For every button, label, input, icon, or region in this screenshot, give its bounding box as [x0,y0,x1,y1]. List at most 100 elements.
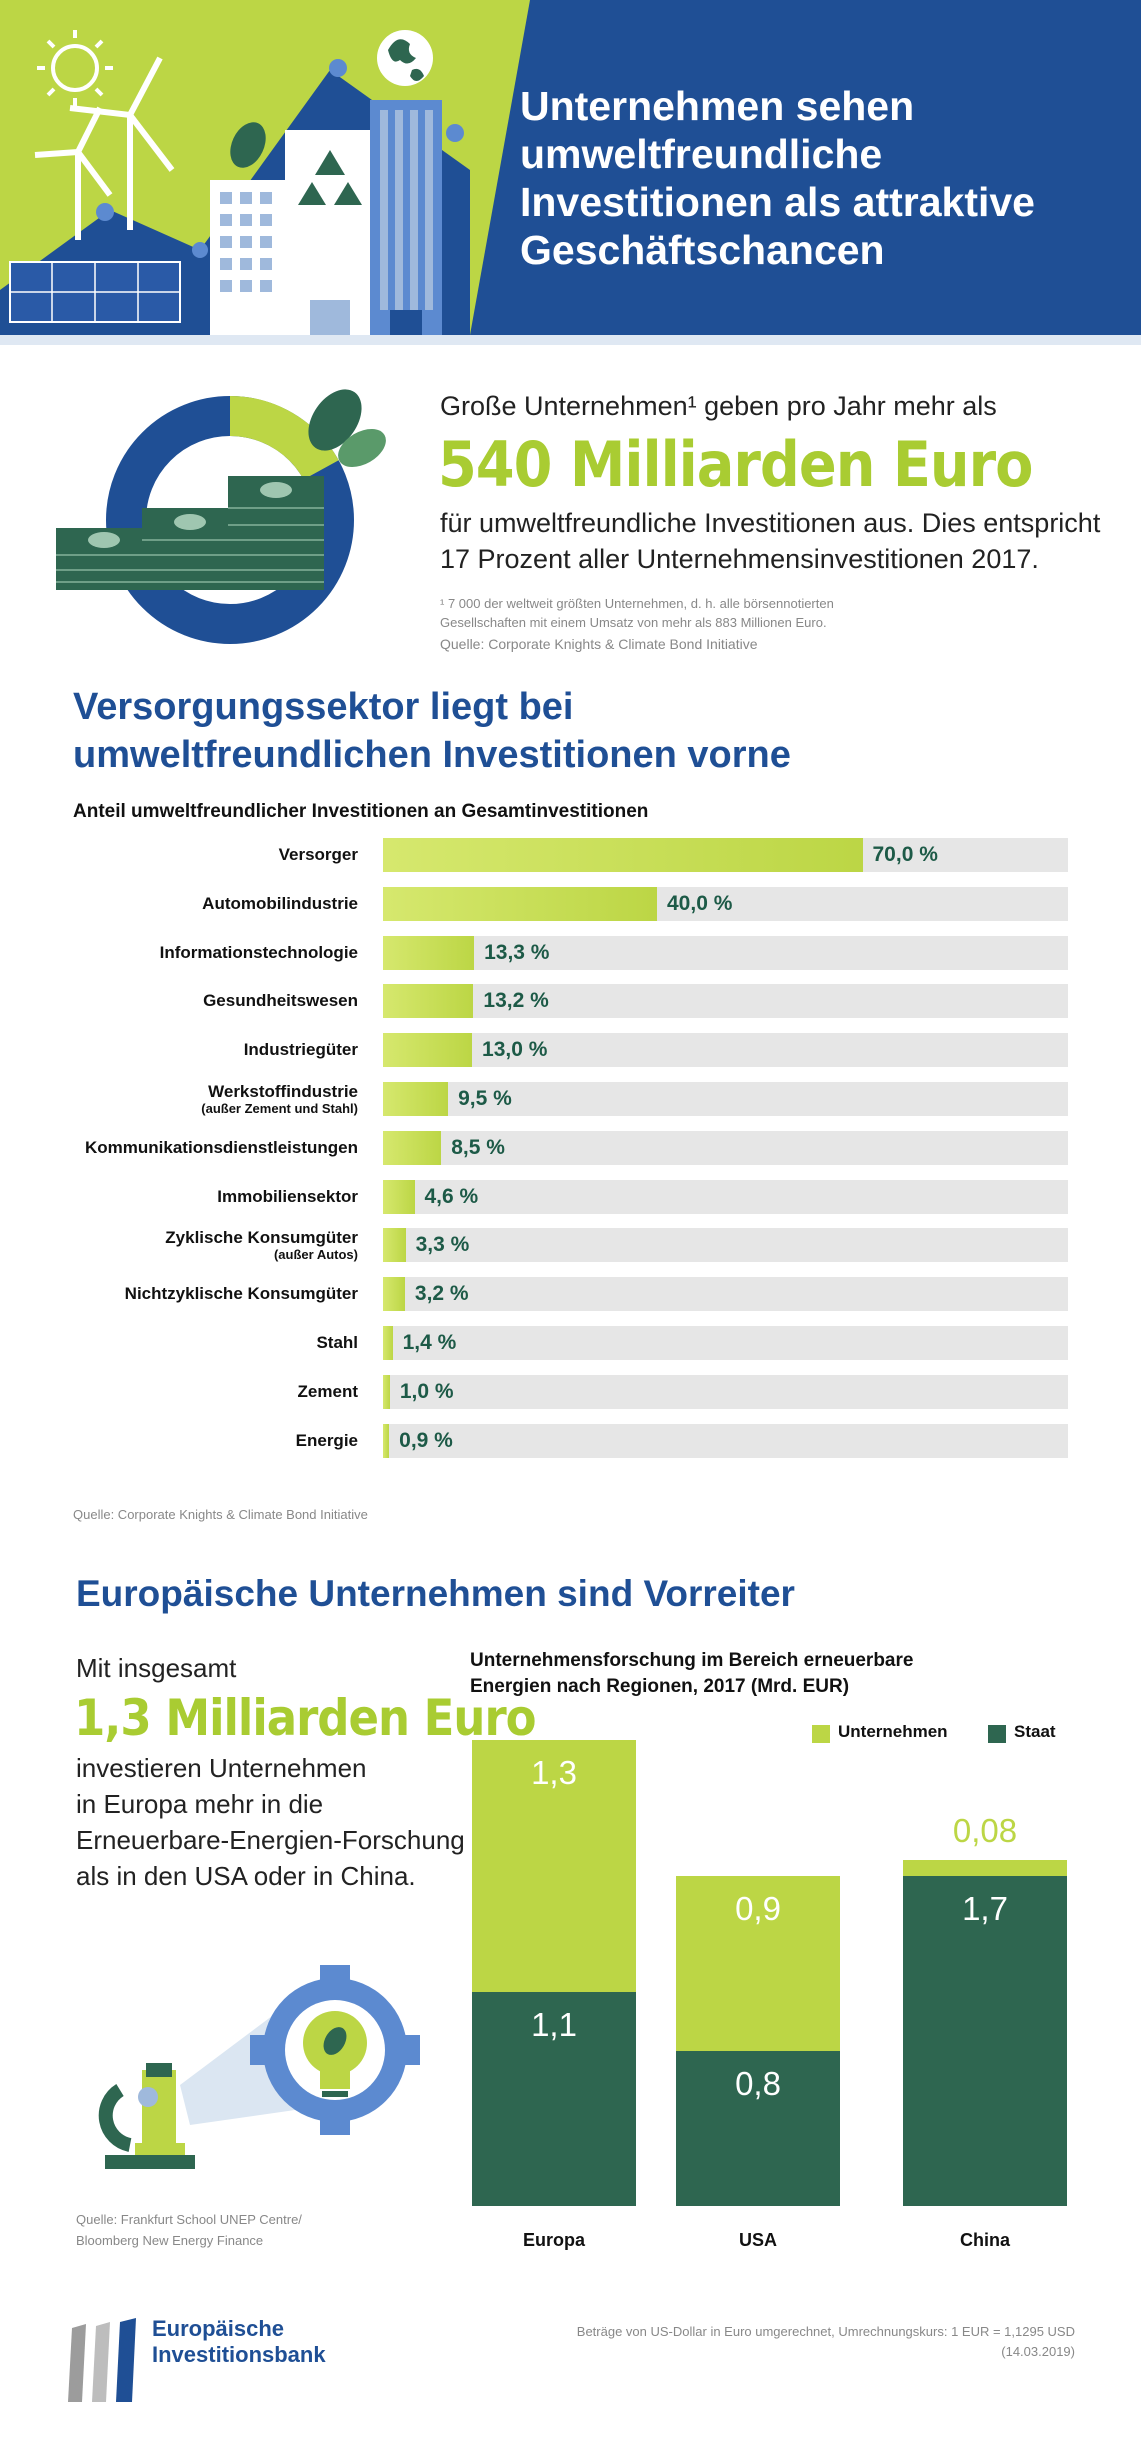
sector-label-text: Informationstechnologie [159,942,358,962]
sector-bar-track [383,1033,1068,1068]
header-illustration [0,0,1141,345]
donut-illustration [56,389,386,644]
sector-label: Industriegüter [40,1033,358,1067]
europe-big-number: 1,3 Milliarden Euro [74,1689,537,1747]
sector-bar [383,1130,442,1165]
sector-label: Zyklische Konsumgüter (außer Autos) [40,1228,358,1262]
sector-label: Werkstoffindustrie (außer Zement und Stah… [40,1082,358,1116]
sector-title-line-2: umweltfreundlichen Investitionen vorne [73,734,791,776]
sector-label: Kommunikationsdienstleistungen [40,1131,358,1165]
europe-title: Europäische Unternehmen sind Vorreiter [76,1573,795,1614]
sector-bar [383,1374,390,1409]
sun-icon [37,30,113,106]
sector-bar [383,935,475,970]
leaf-icon [308,389,386,467]
region-label: Europa [522,2230,585,2250]
eib-logo [64,2318,144,2402]
sector-label: Automobilindustrie [40,887,358,921]
sector-bar [383,1033,473,1068]
office-building-icon [210,100,442,335]
stack-value-label: 1,3 [531,1754,577,1791]
leaf-icon [230,122,266,168]
sector-bar [383,1326,393,1360]
sector-label-text: Energie [295,1430,358,1450]
sector-row: Zement 1,0 % [0,1374,1141,1409]
intro-line-2: für umweltfreundliche Investitionen aus.… [440,508,1101,538]
legend-swatch-unternehmen [812,1725,830,1743]
stack-value-label: 0,9 [735,1889,781,1927]
sector-bar [383,1277,405,1312]
region-chart-title: Unternehmensforschung im Bereich erneuer… [470,1648,913,1700]
sector-label-text: Stahl [316,1333,358,1352]
sector-value-label: 9,5 % [458,1087,512,1110]
sector-row: Energie 0,9 % [0,1423,1141,1458]
sector-chart-subtitle: Anteil umweltfreundlicher Investitionen … [73,801,649,822]
sector-label-text: Zyklische Konsumgüter [165,1227,358,1247]
sector-value-label: 3,3 % [415,1233,470,1257]
sector-row: Informationstechnologie 13,3 % [0,935,1141,970]
stack-segment-staat [676,2050,840,2206]
legend-label-unternehmen: Unternehmen [838,1722,948,1741]
sector-row: Gesundheitswesen 13,2 % [0,984,1141,1019]
sector-bar-track [383,1326,1068,1360]
money-stacks-icon [56,476,324,590]
sector-row: Immobiliensektor 4,6 % [0,1179,1141,1214]
eib-logo-icon [68,2318,136,2402]
eib-logo-line-2: Investitionsbank [152,2342,326,2367]
europe-text-line-2: investieren Unternehmen [76,1753,367,1783]
region-label: China [959,2230,1010,2250]
sector-label-note: (außer Autos) [273,1246,358,1262]
sector-value-label: 13,2 % [483,989,549,1013]
sector-bar-chart: Versorger 70,0 % Automobilindustrie 40,0 % I… [0,838,1141,1478]
europe-text-line-1: Mit insgesamt [76,1653,237,1683]
sector-row: Industriegüter 13,0 % [0,1033,1141,1068]
sector-bar-track [383,1082,1068,1116]
sector-row: Kommunikationsdienstleistungen 8,5 % [0,1130,1141,1165]
sector-bar-track [383,1374,1068,1409]
sector-label: Versorger [40,838,358,872]
sector-label-text: Werkstoffindustrie [208,1081,358,1101]
sector-label: Nichtzyklische Konsumgüter [40,1277,358,1311]
sector-bar-track [383,935,1068,970]
region-label: USA [738,2230,777,2250]
sector-row: Werkstoffindustrie (außer Zement und Stah… [0,1082,1141,1116]
legend-label-staat: Staat [1014,1722,1056,1741]
sector-label: Immobiliensektor [40,1180,358,1214]
sector-label-text: Kommunikationsdienstleistungen [85,1137,358,1157]
recycle-icon [298,150,362,205]
sector-value-label: 13,0 % [482,1038,548,1062]
region-chart-title-line-2: Energien nach Regionen, 2017 (Mrd. EUR) [470,1676,850,1697]
sector-bar-track [383,984,1068,1019]
sector-label-text: Immobiliensektor [217,1186,358,1206]
sector-source: Quelle: Corporate Knights & Climate Bond… [73,1507,368,1522]
europe-text-line-4: Erneuerbare-Energien-Forschung [76,1825,465,1855]
sector-label: Stahl [40,1326,358,1360]
header-banner: Unternehmen sehen umweltfreundliche Inve… [0,0,1141,345]
solar-panel-icon [9,261,181,323]
sector-value-label: 1,4 % [402,1331,457,1354]
eib-logo-line-1: Europäische [152,2316,285,2341]
intro-footnote-1: ¹ 7 000 der weltweit größten Unternehmen… [440,596,834,611]
stack-value-label: 0,8 [735,2064,781,2102]
sector-bar-track [383,1423,1068,1458]
sector-bar [383,886,657,921]
microscope-icon [98,2063,195,2169]
research-illustration [98,1965,420,2169]
sector-bar [383,1228,406,1263]
intro-line-3: 17 Prozent aller Unternehmensinvestition… [440,544,1039,574]
sector-value-label: 4,6 % [424,1184,479,1208]
sector-bar [383,838,863,872]
europe-text-line-5: als in den USA oder in China. [76,1861,416,1891]
region-chart-title-line-1: Unternehmensforschung im Bereich erneuer… [470,1650,914,1671]
globe-icon [377,30,433,86]
sector-bar [383,1082,449,1116]
region-stacked-chart: 1,1 1,3 Europa 0,8 0,9 USA 1,7 0,08 China [460,1740,1100,2260]
sector-label-text: Industriegüter [243,1040,358,1060]
donut-share-segment [229,396,339,481]
donut-chart [106,396,354,644]
stack-value-label: 1,1 [531,2006,577,2044]
sector-row: Zyklische Konsumgüter (außer Autos) 3,3 % [0,1228,1141,1263]
intro-source: Quelle: Corporate Knights & Climate Bond… [440,636,758,652]
sector-bar-track [383,1228,1068,1263]
eib-logo-text: Europäische Investitionsbank [152,2316,326,2368]
